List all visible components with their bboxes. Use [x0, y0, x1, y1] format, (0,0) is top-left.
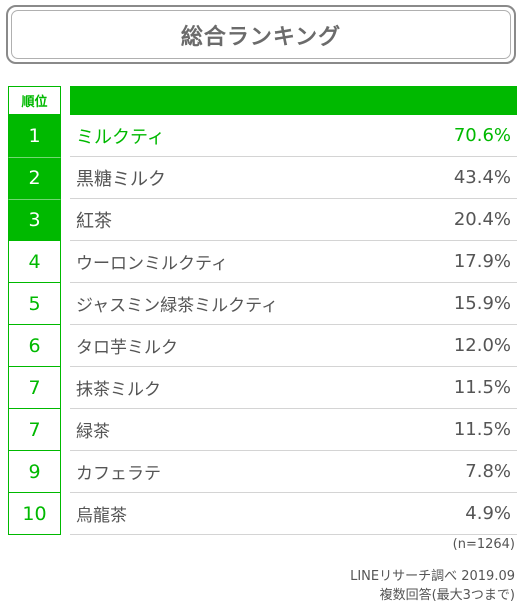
item-percentage: 12.0%	[453, 335, 511, 356]
rank-cell: 5	[8, 283, 61, 325]
item-name: ジャスミン緑茶ミルクティ	[76, 296, 279, 316]
method-line: 複数回答(最大3つまで)	[379, 588, 515, 603]
item-percentage: 7.8%	[465, 461, 511, 482]
item-percentage: 70.6%	[453, 125, 511, 146]
item-name: ウーロンミルクティ	[76, 254, 228, 274]
chart-title: 総合ランキング	[11, 10, 511, 59]
item-name: 烏龍茶	[76, 506, 127, 526]
item-percentage: 20.4%	[453, 209, 511, 230]
rank-cell: 2	[8, 157, 61, 199]
item-name: 黒糖ミルク	[76, 168, 166, 190]
rank-cell: 3	[8, 199, 61, 241]
table-row: 烏龍茶 4.9%	[70, 493, 517, 535]
item-name: タロ芋ミルク	[76, 338, 178, 358]
item-name: 抹茶ミルク	[76, 380, 161, 400]
title-frame: 総合ランキング	[6, 5, 516, 64]
item-name: カフェラテ	[76, 464, 161, 484]
item-percentage: 17.9%	[453, 251, 511, 272]
table-row: 抹茶ミルク 11.5%	[70, 367, 517, 409]
rank-cell: 4	[8, 241, 61, 283]
sample-size-note: (n=1264)	[452, 537, 515, 552]
rank-cell: 7	[8, 367, 61, 409]
item-percentage: 11.5%	[453, 377, 511, 398]
item-percentage: 11.5%	[453, 419, 511, 440]
table-row: カフェラテ 7.8%	[70, 451, 517, 493]
source-line: LINEリサーチ調べ 2019.09	[350, 569, 515, 584]
item-percentage: 15.9%	[453, 293, 511, 314]
table-header-bar	[70, 86, 517, 115]
ranking-rows: ミルクティ 70.6% 黒糖ミルク 43.4% 紅茶 20.4% ウーロンミルクティ 17.9…	[70, 115, 517, 535]
item-name: ミルクティ	[76, 126, 165, 148]
table-row: 緑茶 11.5%	[70, 409, 517, 451]
table-row: 黒糖ミルク 43.4%	[70, 157, 517, 199]
source-credit: LINEリサーチ調べ 2019.09 複数回答(最大3つまで)	[350, 567, 515, 605]
rank-cell: 10	[8, 493, 61, 535]
item-percentage: 43.4%	[453, 167, 511, 188]
rank-column: 順位 1 2 3 4 5 6 7 7 9 10	[8, 86, 61, 535]
table-row: タロ芋ミルク 12.0%	[70, 325, 517, 367]
rank-cell: 1	[8, 115, 61, 157]
rank-header: 順位	[8, 86, 61, 115]
rank-cell: 9	[8, 451, 61, 493]
item-percentage: 4.9%	[465, 503, 511, 524]
table-row: ジャスミン緑茶ミルクティ 15.9%	[70, 283, 517, 325]
table-row: 紅茶 20.4%	[70, 199, 517, 241]
rank-cell: 6	[8, 325, 61, 367]
item-name: 緑茶	[76, 422, 110, 442]
table-row: ミルクティ 70.6%	[70, 115, 517, 157]
rank-cells: 1 2 3 4 5 6 7 7 9 10	[8, 115, 61, 535]
rank-cell: 7	[8, 409, 61, 451]
item-name: 紅茶	[76, 210, 112, 232]
table-row: ウーロンミルクティ 17.9%	[70, 241, 517, 283]
